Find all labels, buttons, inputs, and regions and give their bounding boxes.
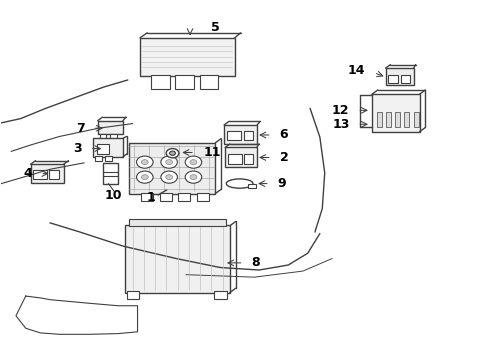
- Circle shape: [185, 156, 201, 168]
- Text: 3: 3: [73, 142, 82, 155]
- Text: 4: 4: [23, 167, 32, 180]
- Circle shape: [185, 171, 201, 183]
- Text: 5: 5: [210, 21, 219, 33]
- Text: 9: 9: [277, 177, 285, 190]
- FancyBboxPatch shape: [197, 193, 208, 202]
- Circle shape: [141, 159, 148, 165]
- Text: 1: 1: [146, 192, 155, 204]
- FancyBboxPatch shape: [175, 75, 194, 89]
- Circle shape: [161, 171, 177, 183]
- FancyBboxPatch shape: [387, 75, 397, 83]
- Circle shape: [165, 175, 172, 180]
- Circle shape: [169, 151, 175, 156]
- FancyBboxPatch shape: [404, 112, 408, 127]
- FancyBboxPatch shape: [200, 75, 218, 89]
- FancyBboxPatch shape: [128, 143, 215, 194]
- Circle shape: [165, 159, 172, 165]
- FancyBboxPatch shape: [126, 292, 139, 298]
- FancyBboxPatch shape: [97, 144, 109, 154]
- FancyBboxPatch shape: [93, 138, 122, 157]
- Text: 8: 8: [251, 256, 260, 269]
- FancyBboxPatch shape: [98, 121, 122, 134]
- FancyBboxPatch shape: [128, 219, 225, 226]
- FancyBboxPatch shape: [394, 112, 399, 127]
- Ellipse shape: [226, 179, 252, 188]
- FancyBboxPatch shape: [371, 94, 419, 132]
- Circle shape: [166, 149, 179, 158]
- FancyBboxPatch shape: [178, 193, 190, 202]
- FancyBboxPatch shape: [248, 184, 255, 188]
- FancyBboxPatch shape: [244, 154, 253, 164]
- Text: 2: 2: [279, 151, 287, 164]
- FancyBboxPatch shape: [243, 131, 253, 140]
- Text: 11: 11: [203, 146, 220, 159]
- Text: 13: 13: [331, 118, 349, 131]
- FancyBboxPatch shape: [140, 38, 234, 76]
- FancyBboxPatch shape: [30, 164, 63, 183]
- FancyBboxPatch shape: [385, 112, 390, 127]
- Circle shape: [136, 156, 153, 168]
- Circle shape: [136, 171, 153, 183]
- Circle shape: [141, 175, 148, 180]
- FancyBboxPatch shape: [105, 157, 112, 161]
- Text: 7: 7: [76, 122, 85, 135]
- FancyBboxPatch shape: [224, 125, 257, 144]
- Text: 14: 14: [347, 64, 365, 77]
- FancyBboxPatch shape: [413, 112, 418, 127]
- Text: 10: 10: [104, 189, 122, 202]
- FancyBboxPatch shape: [224, 148, 256, 167]
- FancyBboxPatch shape: [141, 193, 153, 202]
- FancyBboxPatch shape: [214, 292, 226, 298]
- FancyBboxPatch shape: [110, 134, 117, 139]
- FancyBboxPatch shape: [385, 68, 413, 85]
- FancyBboxPatch shape: [100, 134, 106, 139]
- FancyBboxPatch shape: [376, 112, 381, 127]
- FancyBboxPatch shape: [160, 193, 171, 202]
- FancyBboxPatch shape: [151, 75, 169, 89]
- Circle shape: [161, 156, 177, 168]
- FancyBboxPatch shape: [48, 170, 59, 179]
- FancyBboxPatch shape: [228, 154, 242, 164]
- Circle shape: [190, 159, 197, 165]
- FancyBboxPatch shape: [33, 170, 47, 179]
- FancyBboxPatch shape: [227, 131, 241, 140]
- FancyBboxPatch shape: [125, 225, 229, 293]
- FancyBboxPatch shape: [400, 75, 409, 83]
- FancyBboxPatch shape: [95, 157, 102, 161]
- Text: 6: 6: [279, 129, 287, 141]
- Text: 12: 12: [331, 104, 349, 117]
- FancyBboxPatch shape: [102, 163, 118, 184]
- Circle shape: [190, 175, 197, 180]
